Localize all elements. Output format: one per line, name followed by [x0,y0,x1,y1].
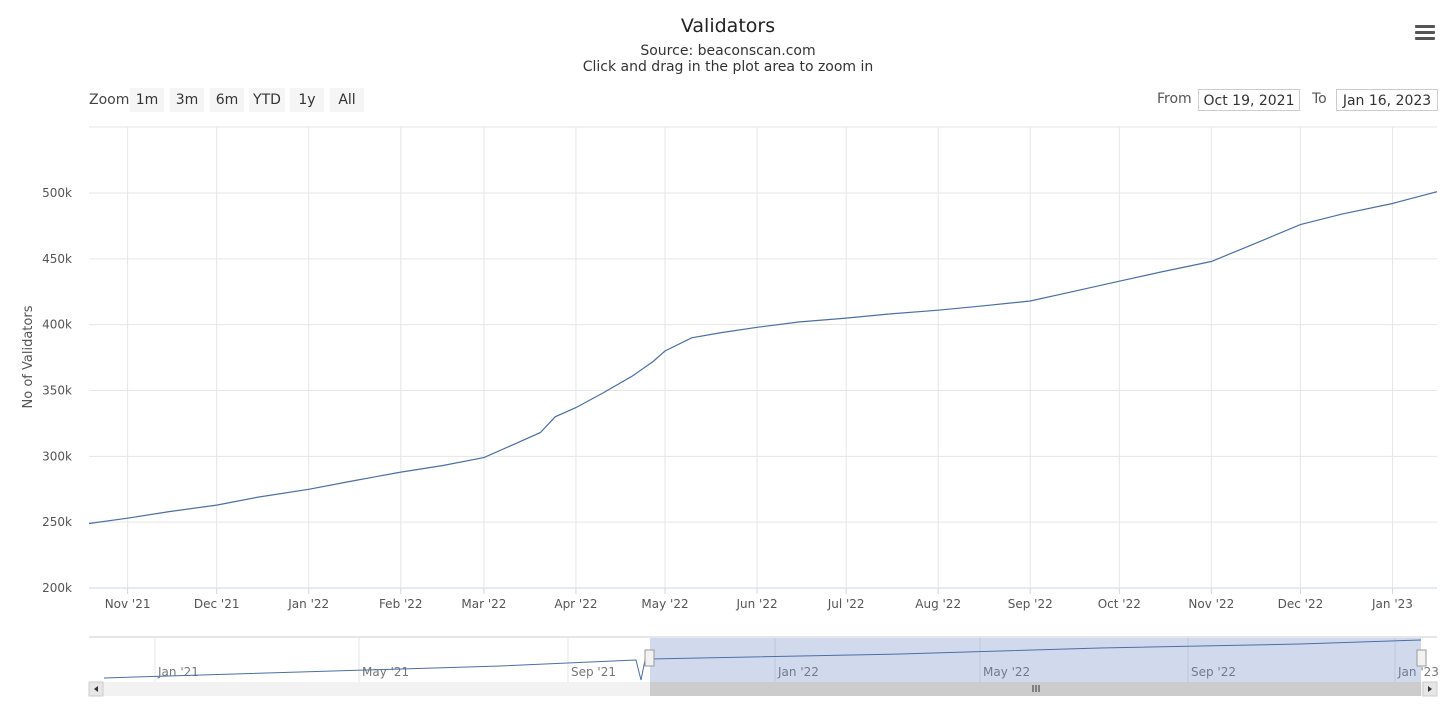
x-tick-label: Jun '22 [735,597,777,611]
x-tick-label: Aug '22 [915,597,961,611]
range-from-label: From [1157,91,1192,107]
y-tick-label: 200k [42,581,72,595]
navigator-handle-left[interactable] [644,649,655,667]
navigator-ticks: Jan '21 May '21 Sep '21 Jan '22 May '22 Sep '… [154,638,1439,682]
y-tick-label: 450k [42,252,72,266]
chart-subtitle: Source: beaconscan.com Click and drag in… [0,43,1456,75]
x-tick-label: Nov '22 [1188,597,1234,611]
zoom-3m-button[interactable]: 3m [170,88,204,112]
scrollbar-grip-icon [1032,685,1040,692]
y-tick-label: 350k [42,384,72,398]
navigator-mask[interactable] [650,638,1421,682]
x-tick-label: Jul '22 [827,597,865,611]
navigator-tick-label: May '22 [983,665,1030,679]
zoom-label: Zoom [89,92,130,108]
x-tick-label: Sep '22 [1008,597,1053,611]
navigator-tick-label: May '21 [362,665,409,679]
y-axis-ticks: 200k 250k 300k 350k 400k 450k 500k [42,186,72,595]
zoom-6m-button[interactable]: 6m [210,88,244,112]
chart-grid [89,126,1437,589]
navigator-tick-label: Jan '21 [157,665,199,679]
zoom-1m-button[interactable]: 1m [130,88,164,112]
x-tick-label: Dec '22 [1278,597,1324,611]
zoom-all-button[interactable]: All [330,88,364,112]
navigator-tick-label: Jan '23 [1397,665,1439,679]
zoom-ytd-button[interactable]: YTD [249,88,285,112]
y-tick-label: 250k [42,515,72,529]
x-tick-label: Feb '22 [379,597,423,611]
navigator-tick-label: Jan '22 [777,665,819,679]
x-tick-label: Jan '23 [1371,597,1413,611]
navigator-tick-label: Sep '21 [571,665,616,679]
scrollbar-right-arrow-icon [1428,686,1432,692]
chart-source: Source: beaconscan.com [640,43,816,59]
x-tick-label: Nov '21 [105,597,151,611]
x-tick-label: May '22 [641,597,688,611]
navigator: Jan '21 May '21 Sep '21 Jan '22 May '22 Sep '… [88,636,1439,697]
y-tick-label: 400k [42,318,72,332]
series-group [88,191,1438,525]
x-tick-label: Oct '22 [1098,597,1141,611]
scrollbar-left-arrow-icon [94,686,98,692]
range-to-input[interactable]: Jan 16, 2023 [1336,89,1438,111]
x-tick-label: Apr '22 [554,597,597,611]
chart-zoom-hint: Click and drag in the plot area to zoom … [582,59,874,75]
hamburger-menu-icon[interactable] [1413,22,1437,44]
navigator-tick-label: Sep '22 [1191,665,1236,679]
y-tick-label: 500k [42,186,72,200]
chart-title: Validators [680,15,776,37]
x-tick-label: Dec '21 [194,597,240,611]
y-tick-label: 300k [42,449,72,463]
navigator-handle-right[interactable] [1416,649,1427,667]
range-to-label: To [1312,91,1327,107]
range-from-input[interactable]: Oct 19, 2021 [1198,89,1300,111]
validators-series-line[interactable] [88,191,1438,525]
x-axis-ticks: Nov '21 Dec '21 Jan '22 Feb '22 Mar '22 Apr '… [105,588,1413,611]
x-tick-label: Mar '22 [461,597,506,611]
zoom-1y-button[interactable]: 1y [290,88,324,112]
y-axis-label: No of Validators [21,305,36,408]
x-tick-label: Jan '22 [287,597,329,611]
